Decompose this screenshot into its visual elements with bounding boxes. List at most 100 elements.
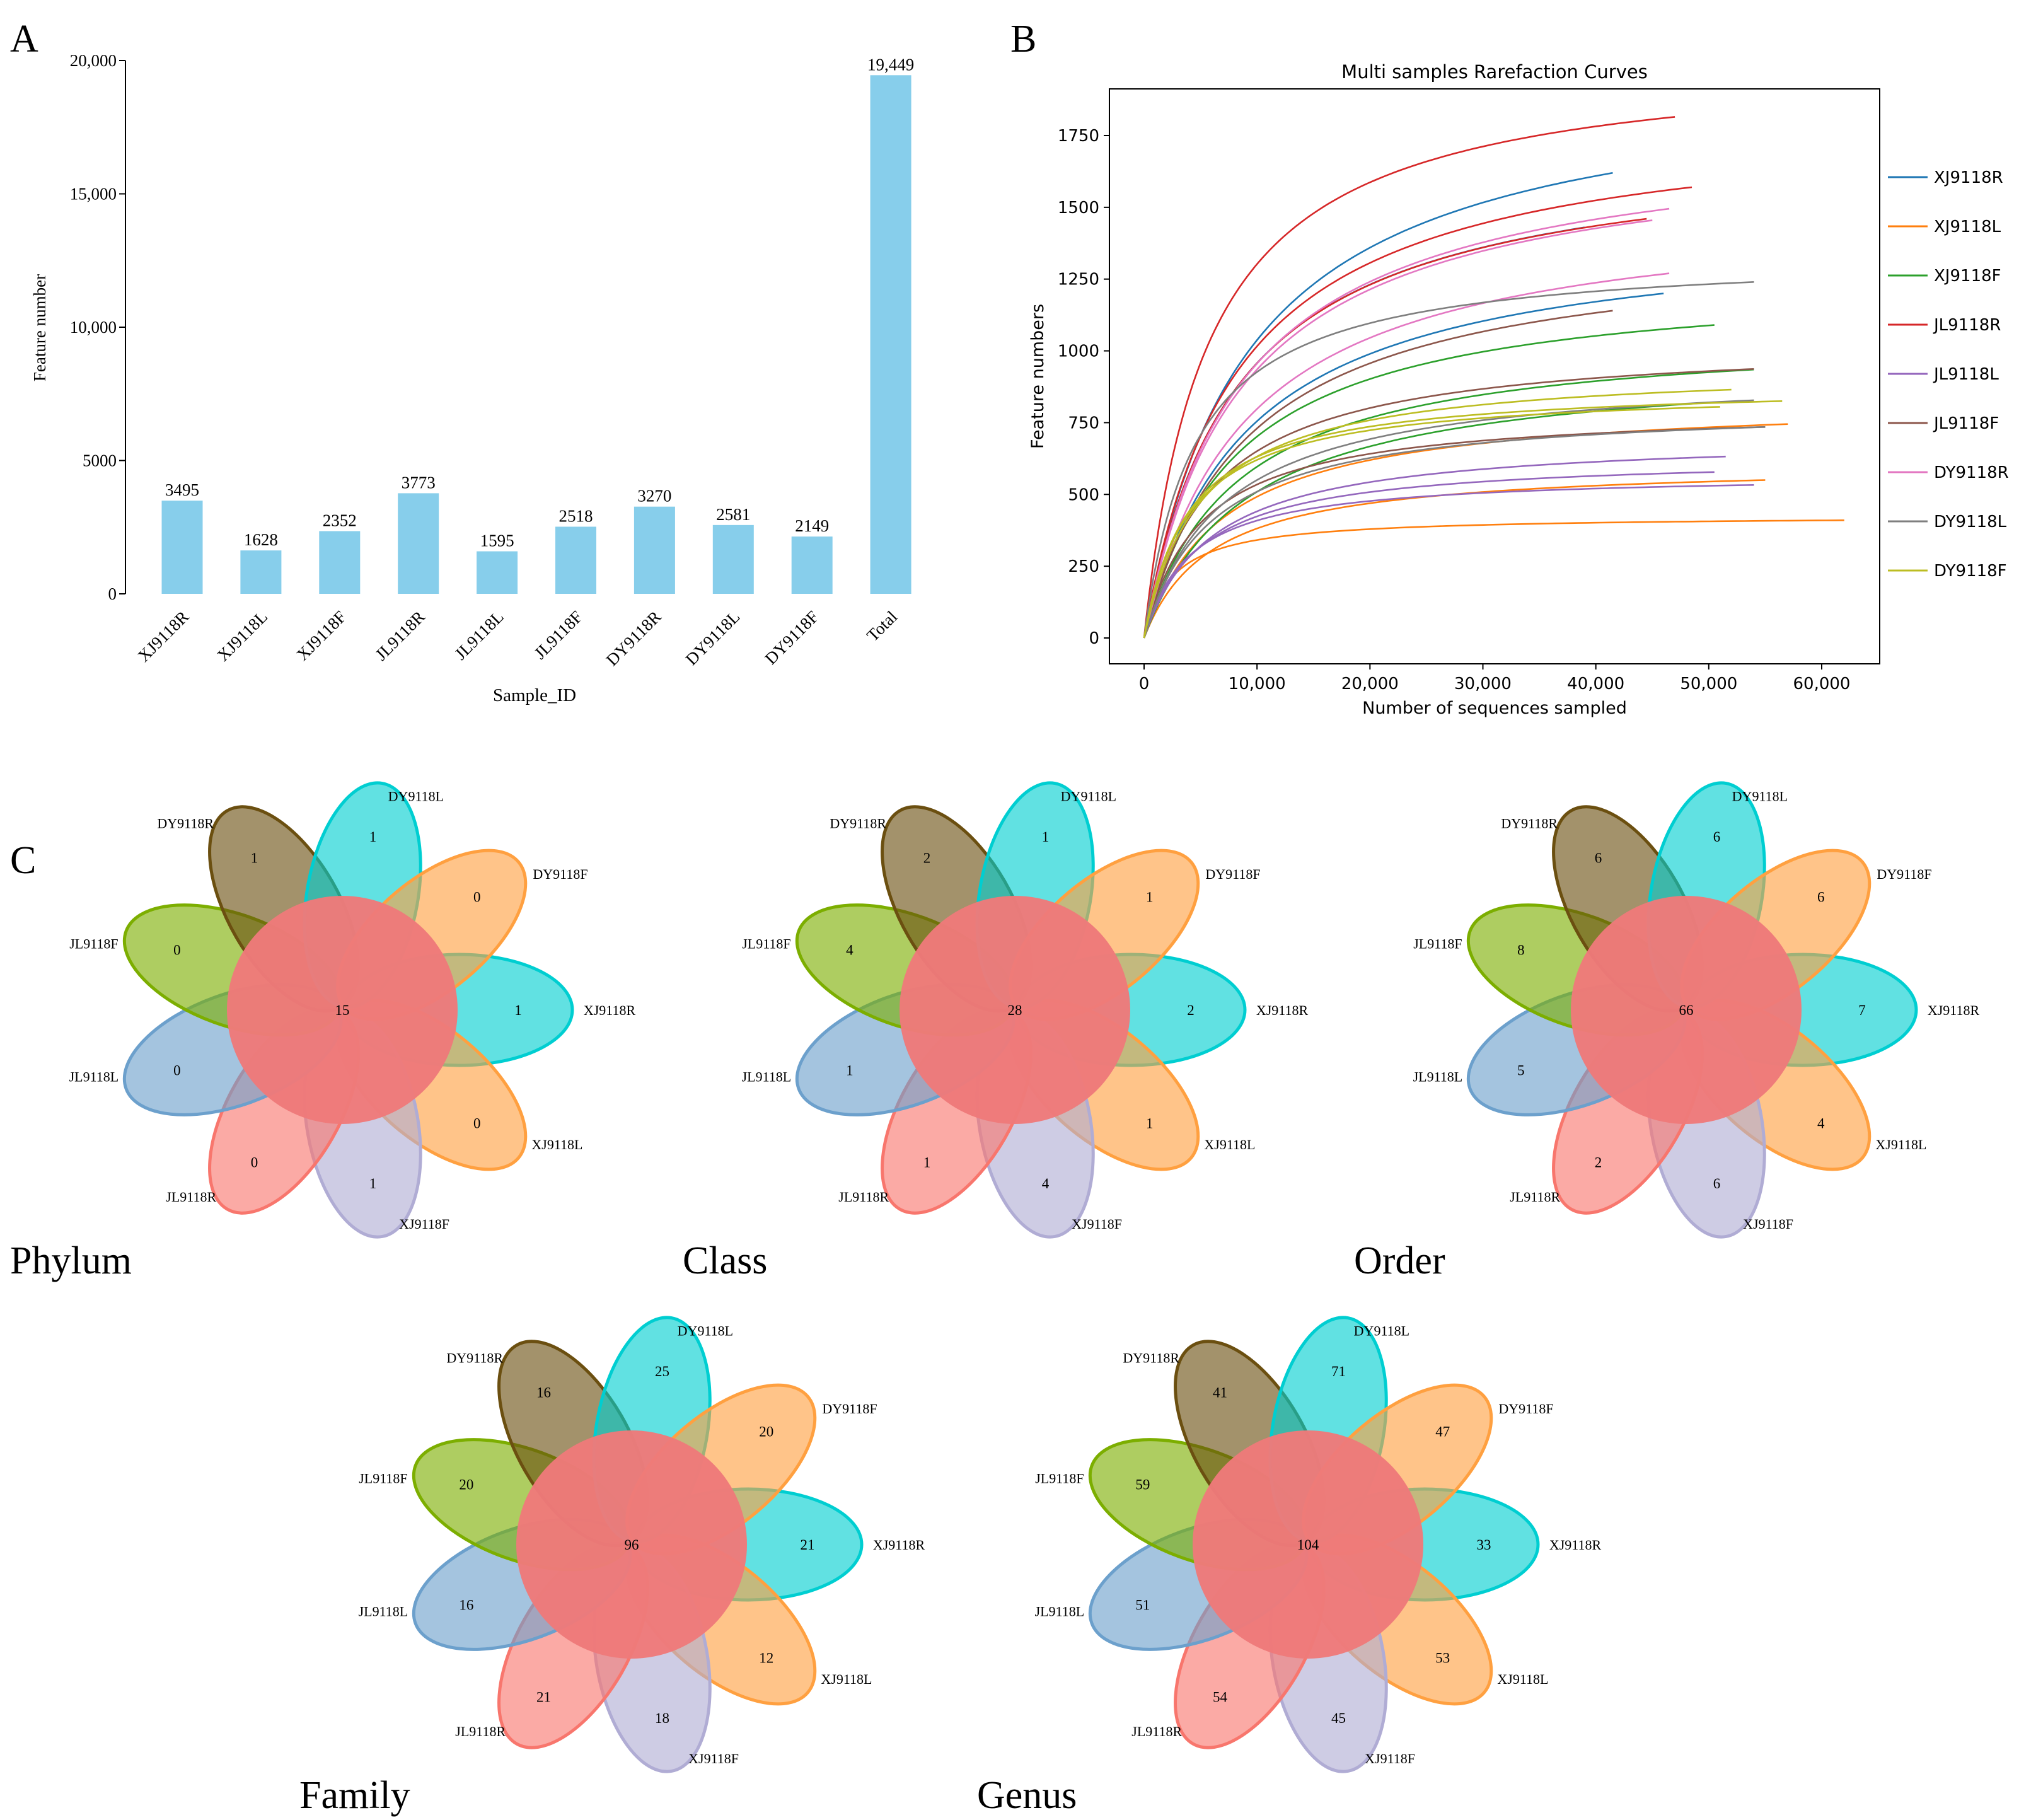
rarefaction-curve-jl9118l — [1143, 484, 1754, 639]
bar — [633, 506, 675, 594]
venn-sample-label: DY9118F — [822, 1401, 877, 1417]
venn-unique-count: 4 — [1042, 1176, 1050, 1191]
venn-unique-count: 0 — [251, 1155, 258, 1171]
venn-sample-label: XJ9118L — [1875, 1137, 1926, 1152]
venn-core-count: 96 — [625, 1537, 639, 1553]
venn-unique-count: 59 — [1135, 1477, 1150, 1493]
x-axis-title: Number of sequences sampled — [1362, 698, 1627, 718]
venn-core-circle — [1193, 1430, 1423, 1659]
venn-unique-count: 1 — [1146, 890, 1154, 905]
venn-sample-label: JL9118L — [359, 1604, 408, 1620]
venn-unique-count: 1 — [923, 1155, 931, 1171]
venn-sample-label: DY9118L — [388, 789, 444, 804]
venn-sample-label: DY9118L — [678, 1323, 733, 1339]
legend-label: XJ9118L — [1934, 217, 2001, 236]
venn-sample-label: JL9118F — [359, 1470, 407, 1486]
rarefaction-curve-xj9118l — [1143, 519, 1844, 639]
legend-label: DY9118R — [1934, 463, 2009, 482]
venn-core-count: 15 — [335, 1002, 350, 1018]
x-tick-label: JL9118F — [530, 607, 586, 663]
venn-sample-label: DY9118F — [1498, 1401, 1553, 1417]
x-axis-title: Sample_ID — [493, 685, 576, 705]
bar — [319, 531, 361, 594]
venn-sample-label: XJ9118R — [1549, 1537, 1602, 1553]
venn-sample-label: XJ9118R — [1928, 1002, 1980, 1018]
venn-unique-count: 2 — [923, 850, 931, 866]
venn-core-circle — [227, 896, 458, 1124]
rarefaction-curve-dy9118f — [1143, 406, 1720, 639]
x-tick-label: 40,000 — [1567, 675, 1624, 693]
bar — [712, 525, 754, 594]
bar-chart-feature-number: 0 5000 10,000 15,000 20,000 3495 XJ9118R 1628 XJ… — [30, 51, 914, 705]
venn-unique-count: 25 — [655, 1364, 669, 1379]
legend-label: DY9118F — [1934, 562, 2007, 581]
venn-family: 96 21 XJ9118R 12 XJ9118L 18 XJ9118F 21 JL9118R 16… — [299, 1316, 925, 1817]
venn-sample-label: JL9118R — [838, 1189, 889, 1205]
y-tick-label: 15,000 — [70, 185, 117, 204]
legend-label: XJ9118F — [1934, 267, 2001, 286]
y-tick-label: 750 — [1068, 414, 1099, 432]
bar-value-label: 1595 — [480, 531, 514, 550]
rarefaction-curve-dy9118l — [1143, 426, 1766, 639]
x-tick-label: DY9118R — [603, 607, 665, 669]
venn-sample-label: XJ9118L — [531, 1137, 582, 1152]
venn-unique-count: 33 — [1477, 1537, 1491, 1553]
bar — [240, 550, 282, 594]
x-tick-label: 10,000 — [1229, 675, 1286, 693]
venn-title: Order — [1354, 1239, 1445, 1282]
rarefaction-curve-jl9118r — [1143, 116, 1675, 639]
venn-unique-count: 4 — [1817, 1115, 1825, 1131]
venn-diagrams: 15 1 XJ9118R0XJ9118L1XJ9118F0JL9118R0JL911… — [10, 781, 1980, 1817]
venn-sample-label: XJ9118R — [873, 1537, 925, 1553]
venn-title: Class — [683, 1239, 767, 1282]
y-axis-title: Feature numbers — [1028, 304, 1048, 449]
venn-unique-count: 47 — [1435, 1424, 1450, 1440]
x-tick-label: Total — [863, 607, 901, 645]
venn-sample-label: DY9118R — [446, 1350, 503, 1366]
venn-sample-label: DY9118F — [533, 866, 587, 882]
x-tick-label: DY9118L — [682, 607, 744, 669]
venn-sample-label: JL9118R — [455, 1724, 506, 1739]
venn-class: 28 2 XJ9118R 1 XJ9118L 4 XJ9118F 1 JL9118R 1 JL911… — [683, 781, 1309, 1282]
bar-value-label: 2352 — [323, 511, 357, 530]
x-tick-label: 60,000 — [1793, 675, 1851, 693]
x-tick-label: XJ9118L — [214, 607, 272, 665]
legend-label: DY9118L — [1934, 513, 2007, 531]
venn-sample-label: DY9118F — [1205, 866, 1260, 882]
legend-label: JL9118R — [1933, 316, 2001, 335]
venn-unique-count: 6 — [1713, 829, 1721, 845]
bar — [791, 536, 833, 594]
x-tick-label: JL9118R — [371, 607, 429, 664]
venn-unique-count: 6 — [1713, 1176, 1721, 1191]
bar — [477, 551, 518, 594]
venn-sample-label: XJ9118R — [584, 1002, 636, 1018]
venn-unique-count: 21 — [801, 1537, 815, 1553]
bar — [555, 526, 596, 594]
venn-sample-label: DY9118R — [1123, 1350, 1179, 1366]
venn-sample-label: DY9118L — [1354, 1323, 1409, 1339]
panel-label-a: A — [10, 18, 38, 61]
panel-label-c: C — [10, 839, 36, 882]
venn-unique-count: 51 — [1135, 1597, 1150, 1613]
y-tick-label: 250 — [1068, 557, 1099, 576]
bar-value-label: 19,449 — [867, 55, 914, 74]
y-tick-label: 0 — [1089, 629, 1099, 648]
venn-title: Phylum — [10, 1239, 132, 1282]
rarefaction-curve-jl9118r — [1143, 186, 1692, 639]
venn-sample-label: XJ9118F — [1072, 1216, 1122, 1232]
chart-title: Multi samples Rarefaction Curves — [1341, 61, 1648, 83]
venn-unique-count: 54 — [1213, 1690, 1228, 1705]
y-tick-label: 5000 — [83, 451, 117, 470]
venn-unique-count: 2 — [1595, 1155, 1602, 1171]
venn-unique-count: 53 — [1435, 1650, 1450, 1666]
venn-sample-label: XJ9118F — [399, 1216, 449, 1232]
venn-sample-label: JL9118L — [69, 1069, 119, 1085]
legend-label: JL9118L — [1933, 365, 1999, 384]
venn-sample-label: JL9118F — [742, 936, 790, 951]
venn-unique-count: 1 — [846, 1062, 853, 1078]
venn-unique-count: 18 — [655, 1710, 669, 1726]
venn-genus: 104 33 XJ9118R 53 XJ9118L 45 XJ9118F 54 JL9118R 5… — [977, 1316, 1602, 1817]
legend-label: XJ9118R — [1934, 168, 2003, 187]
venn-sample-label: XJ9118R — [1256, 1002, 1309, 1018]
